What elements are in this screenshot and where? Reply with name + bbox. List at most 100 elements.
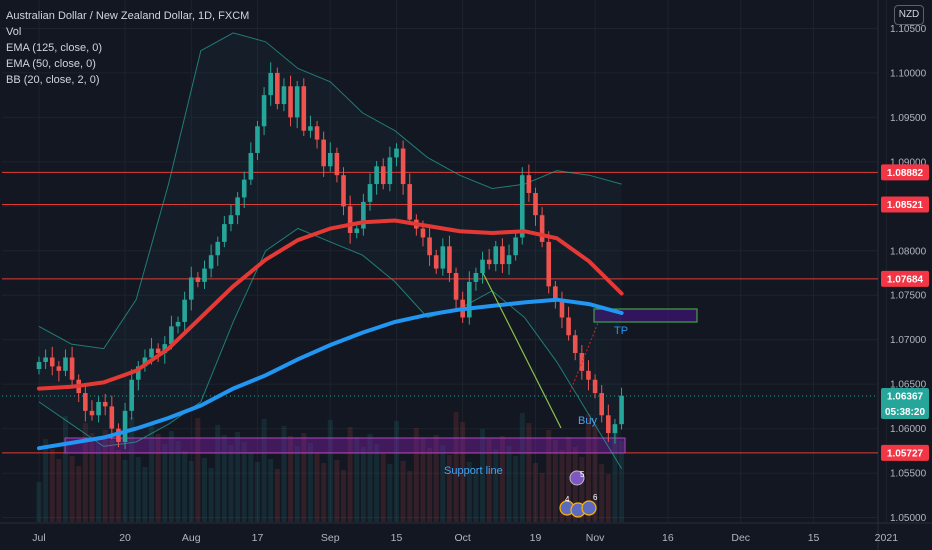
- candle-body: [89, 410, 95, 416]
- volume-bar: [96, 443, 102, 522]
- projection-line[interactable]: [569, 322, 599, 393]
- volume-bars: [36, 412, 625, 522]
- trend-line[interactable]: [482, 272, 562, 429]
- x-axis[interactable]: Jul 20 Aug 17 Sep 15 Oct 19 Nov 16 Dec 15 2021: [32, 532, 898, 544]
- candle-body: [506, 255, 512, 265]
- x-tick-label: Aug: [182, 532, 201, 544]
- y-tick-label: 1.10500: [890, 24, 927, 35]
- candle-body: [195, 277, 201, 282]
- candle-body: [447, 246, 452, 274]
- volume-bar: [82, 423, 88, 522]
- volume-bar: [109, 440, 115, 522]
- candle-body: [380, 166, 386, 185]
- x-tick-label: 16: [662, 532, 674, 544]
- candle-body: [347, 206, 353, 233]
- volume-bar: [261, 419, 267, 522]
- candle-body: [122, 410, 128, 442]
- candle-body: [202, 268, 207, 282]
- volume-bar: [62, 416, 68, 522]
- candle-body: [334, 152, 340, 176]
- support-zone[interactable]: [64, 437, 626, 454]
- candle-body: [586, 370, 591, 380]
- volume-bar: [486, 439, 492, 522]
- volume-bar: [149, 424, 155, 522]
- indicator-ema-125[interactable]: EMA (125, close, 0): [6, 42, 102, 54]
- candle-body: [526, 175, 532, 193]
- candle-body: [288, 86, 293, 118]
- volume-bar: [221, 435, 227, 522]
- volume-bar: [274, 469, 280, 522]
- volume-bar: [387, 464, 393, 522]
- y-tick-label: 1.05500: [890, 469, 927, 480]
- price-tag-text: 1.05727: [887, 448, 924, 459]
- candle-body: [427, 237, 432, 256]
- candle-body: [566, 317, 571, 336]
- candle-body: [327, 152, 333, 167]
- candle-body: [96, 401, 101, 416]
- volume-bar: [367, 434, 373, 522]
- volume-bar: [228, 445, 234, 522]
- volume-bar: [446, 455, 452, 522]
- volume-bar: [334, 460, 340, 522]
- event-badge[interactable]: [569, 470, 585, 486]
- candle-body: [400, 148, 406, 185]
- candle-body: [539, 215, 545, 242]
- candle-body: [56, 366, 62, 371]
- candle-body: [606, 415, 611, 434]
- candle-body: [36, 361, 42, 370]
- volume-bar: [49, 449, 55, 522]
- y-tick-label: 1.07500: [890, 291, 927, 302]
- candle-body: [43, 357, 48, 362]
- volume-bar: [460, 422, 466, 522]
- ema-125-line[interactable]: [37, 297, 624, 451]
- volume-bar: [122, 460, 128, 522]
- price-tag: [881, 270, 929, 287]
- candle-body: [109, 406, 115, 429]
- volume-bar: [579, 457, 585, 522]
- candle-body: [493, 246, 499, 265]
- x-tick-label: 19: [530, 532, 542, 544]
- volume-bar: [605, 474, 611, 522]
- volume-bar: [585, 414, 591, 522]
- volume-bar: [546, 430, 552, 522]
- bb-fill: [39, 32, 622, 469]
- y-tick-label: 1.06000: [890, 424, 927, 435]
- volume-bar: [195, 418, 201, 522]
- drawings: TP Buy Support line: [444, 272, 628, 477]
- candle-body: [420, 228, 426, 238]
- candle-body: [308, 126, 313, 131]
- chart-title: Australian Dollar / New Zealand Dollar, …: [6, 10, 250, 22]
- volume-bar: [307, 443, 313, 522]
- y-tick-label: 1.07000: [890, 335, 927, 346]
- x-tick-label: Sep: [321, 532, 340, 544]
- candle-body: [599, 393, 604, 416]
- ema-50-line[interactable]: [37, 218, 624, 391]
- indicator-bollinger[interactable]: BB (20, close, 2, 0): [6, 74, 100, 86]
- volume-bar: [268, 459, 274, 522]
- chart-legend: Australian Dollar / New Zealand Dollar, …: [6, 8, 249, 88]
- indicator-ema-50[interactable]: EMA (50, close, 0): [6, 58, 96, 70]
- candle-body: [553, 286, 558, 300]
- indicator-volume[interactable]: Vol: [6, 26, 22, 38]
- event-badges[interactable]: 5 4 6: [559, 470, 598, 518]
- candles: [36, 62, 624, 450]
- candle-body: [533, 192, 538, 216]
- candle-body: [513, 237, 518, 256]
- candle-body: [136, 366, 141, 380]
- candle-body: [142, 357, 148, 367]
- event-badge[interactable]: [581, 500, 597, 516]
- candle-body: [367, 184, 373, 202]
- volume-bar: [480, 429, 486, 522]
- volume-bar: [380, 454, 386, 522]
- x-tick-label: Dec: [731, 532, 750, 544]
- volume-bar: [215, 425, 221, 522]
- y-tick-label: 1.10000: [890, 68, 927, 79]
- currency-badge[interactable]: NZD: [894, 5, 924, 25]
- volume-bar: [427, 448, 433, 522]
- bb-lower-line[interactable]: [38, 227, 623, 469]
- candle-body: [473, 273, 479, 282]
- price-tag: [881, 164, 929, 181]
- candle-body: [275, 72, 280, 105]
- tp-label: TP: [614, 325, 628, 337]
